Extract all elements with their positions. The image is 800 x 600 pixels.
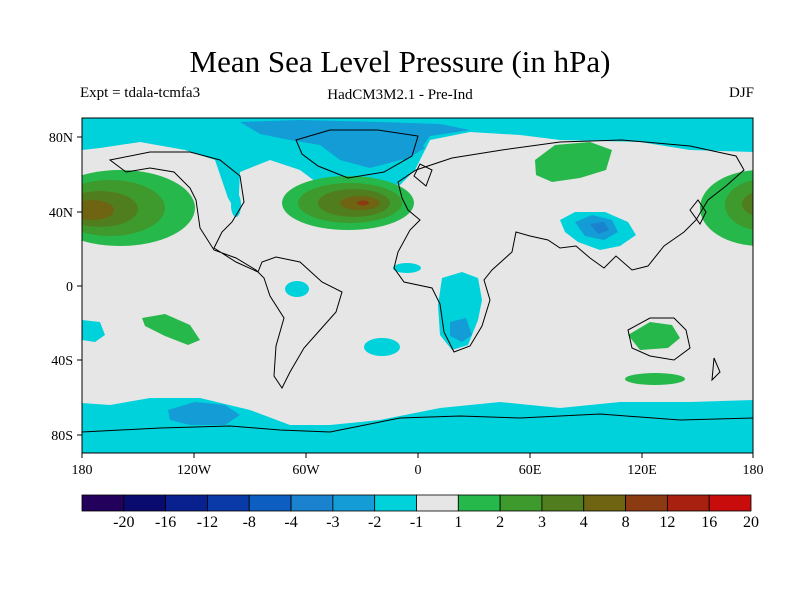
lon-label-120w: 120W xyxy=(177,463,212,478)
pacific-high-east-4 xyxy=(742,192,753,216)
colorbar-label: 16 xyxy=(701,514,717,531)
west-southern-low xyxy=(82,320,105,342)
south-pacific-high xyxy=(142,314,200,345)
brazil-low xyxy=(285,281,309,297)
colorbar-swatch xyxy=(583,494,626,512)
coastlines xyxy=(82,129,753,433)
colorbar-label: -3 xyxy=(326,514,339,531)
colorbar-label: 20 xyxy=(743,514,759,531)
colorbar-swatch xyxy=(625,494,668,512)
pacific-high-west-8 xyxy=(82,200,114,220)
neutral-background xyxy=(82,118,753,453)
uk-coast xyxy=(413,163,433,187)
colorbar-label: -4 xyxy=(284,514,297,531)
colorbar-swatch xyxy=(123,494,167,512)
antarctica-coast xyxy=(82,413,753,433)
lon-axis: 180 120W 60W 0 60E 120E 180 xyxy=(72,453,764,478)
lon-label-120e: 120E xyxy=(627,463,657,478)
pacific-high-east-3 xyxy=(725,180,753,230)
anomaly-field xyxy=(82,118,753,453)
colorbar: -20 -16 -12 -8 -4 -3 -2 -1 1 2 3 4 8 12 16 20 xyxy=(81,494,759,531)
south-indian-high xyxy=(625,373,685,385)
new-zealand-coast xyxy=(711,357,721,382)
ne-america-low xyxy=(231,193,241,217)
colorbar-label: 1 xyxy=(454,514,462,531)
colorbar-swatch xyxy=(81,494,125,512)
lat-label-0: 0 xyxy=(66,280,73,295)
lat-axis: 80N 40N 0 40S 80S xyxy=(49,131,82,444)
map-title: Mean Sea Level Pressure (in hPa) xyxy=(189,44,611,79)
amundsen-low-core xyxy=(168,402,240,425)
atlantic-high-12 xyxy=(357,200,369,206)
eurasia-africa-coast xyxy=(393,139,745,353)
lat-label-80n: 80N xyxy=(49,131,73,146)
season-label: DJF xyxy=(728,85,754,101)
arctic-low-core-east xyxy=(380,135,425,160)
colorbar-swatch xyxy=(708,494,752,512)
colorbar-swatch xyxy=(499,494,543,512)
lon-label-180w: 180 xyxy=(72,463,93,478)
lat-label-40s: 40S xyxy=(51,354,73,369)
colorbar-swatch xyxy=(248,494,292,512)
experiment-label: Expt = tdala-tcmfa3 xyxy=(80,85,201,101)
colorbar-label: 3 xyxy=(538,514,546,531)
colorbar-label: 4 xyxy=(580,514,588,531)
lon-label-60e: 60E xyxy=(519,463,542,478)
colorbar-label: -8 xyxy=(243,514,256,531)
tibet-low-core-3 xyxy=(590,222,609,234)
south-atlantic-low xyxy=(364,338,400,356)
colorbar-swatch xyxy=(290,494,334,512)
southern-africa-low-core xyxy=(450,318,472,342)
colorbar-label: -20 xyxy=(113,514,134,531)
lon-label-180e: 180 xyxy=(743,463,764,478)
colorbar-label: 2 xyxy=(496,514,504,531)
arctic-low-region xyxy=(82,118,753,215)
lon-label-60w: 60W xyxy=(292,463,320,478)
australia-coast xyxy=(627,317,691,361)
colorbar-swatch xyxy=(165,494,208,512)
arctic-low-core xyxy=(240,120,470,168)
colorbar-label: -12 xyxy=(197,514,218,531)
sahara-low xyxy=(393,263,421,273)
lat-label-80s: 80S xyxy=(51,429,73,444)
colorbar-label: -1 xyxy=(410,514,423,531)
colorbar-swatch xyxy=(666,494,710,512)
lat-label-40n: 40N xyxy=(49,206,73,221)
model-label: HadCM3M2.1 - Pre-Ind xyxy=(327,87,473,103)
japan-coast xyxy=(689,199,707,225)
greenland-coast xyxy=(295,129,419,179)
colorbar-swatch xyxy=(332,494,376,512)
colorbar-swatch xyxy=(457,494,501,512)
lon-label-0: 0 xyxy=(415,463,422,478)
siberian-high xyxy=(535,142,612,182)
australia-high xyxy=(628,322,680,350)
colorbar-swatch xyxy=(374,494,417,512)
southern-africa-low xyxy=(438,272,482,350)
colorbar-label: 8 xyxy=(622,514,630,531)
colorbar-swatch xyxy=(207,494,250,512)
colorbar-swatch xyxy=(416,494,459,512)
americas-coast xyxy=(108,151,343,389)
colorbar-label: -16 xyxy=(155,514,176,531)
colorbar-label: -2 xyxy=(368,514,381,531)
colorbar-swatch xyxy=(541,494,585,512)
southern-ocean-low xyxy=(82,398,753,453)
colorbar-label: 12 xyxy=(659,514,675,531)
